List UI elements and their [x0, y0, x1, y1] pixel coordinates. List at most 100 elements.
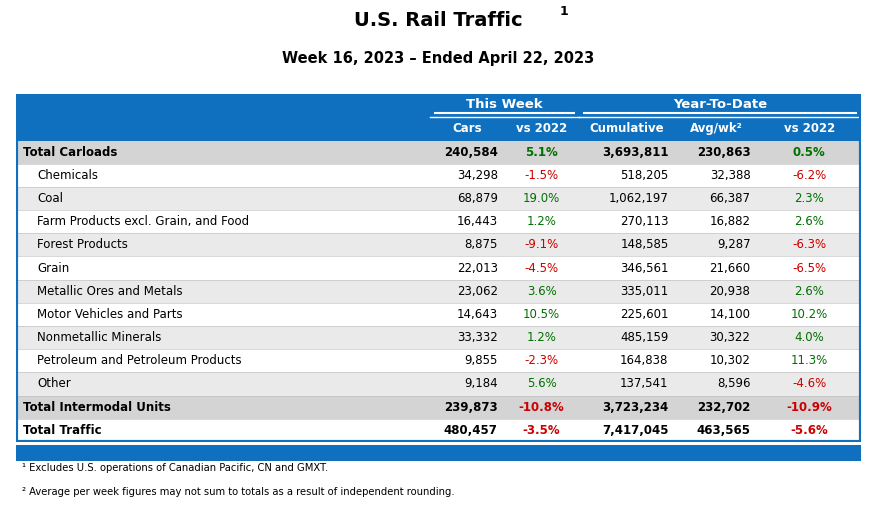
- Text: 34,298: 34,298: [457, 169, 497, 182]
- Text: Other: Other: [37, 378, 71, 391]
- Bar: [16, 303, 861, 326]
- Text: 518,205: 518,205: [620, 169, 668, 182]
- Text: Motor Vehicles and Parts: Motor Vehicles and Parts: [37, 308, 182, 321]
- Text: Nonmetallic Minerals: Nonmetallic Minerals: [37, 331, 161, 344]
- Text: 4.0%: 4.0%: [795, 331, 824, 344]
- Text: Year-To-Date: Year-To-Date: [673, 98, 767, 111]
- Text: 21,660: 21,660: [709, 262, 751, 275]
- Text: ¹ Excludes U.S. operations of Canadian Pacific, CN and GMXT.: ¹ Excludes U.S. operations of Canadian P…: [22, 463, 328, 473]
- Text: Coal: Coal: [37, 192, 63, 205]
- Text: 16,882: 16,882: [709, 215, 751, 228]
- Text: -3.5%: -3.5%: [523, 424, 560, 437]
- Text: 11.3%: 11.3%: [790, 354, 828, 367]
- Text: 9,855: 9,855: [464, 354, 497, 367]
- Text: Total Carloads: Total Carloads: [23, 145, 117, 158]
- Text: 335,011: 335,011: [620, 285, 668, 298]
- Text: 1.2%: 1.2%: [527, 215, 557, 228]
- Text: Total Traffic: Total Traffic: [23, 424, 101, 437]
- Text: 32,388: 32,388: [709, 169, 751, 182]
- Text: Week 16, 2023 – Ended April 22, 2023: Week 16, 2023 – Ended April 22, 2023: [282, 51, 595, 66]
- Text: 7,417,045: 7,417,045: [602, 424, 668, 437]
- Text: -4.5%: -4.5%: [524, 262, 559, 275]
- Text: Forest Products: Forest Products: [37, 238, 128, 252]
- Text: 232,702: 232,702: [697, 401, 751, 414]
- Text: 66,387: 66,387: [709, 192, 751, 205]
- Bar: [16, 141, 861, 164]
- Text: 23,062: 23,062: [457, 285, 497, 298]
- Text: 2.6%: 2.6%: [795, 215, 824, 228]
- Text: -6.5%: -6.5%: [792, 262, 826, 275]
- Text: 30,322: 30,322: [709, 331, 751, 344]
- Bar: [16, 117, 861, 141]
- Text: 3,723,234: 3,723,234: [602, 401, 668, 414]
- Bar: [16, 372, 861, 395]
- Text: -4.6%: -4.6%: [792, 378, 826, 391]
- Text: -9.1%: -9.1%: [524, 238, 559, 252]
- Text: 10.5%: 10.5%: [523, 308, 560, 321]
- Text: This Week: This Week: [467, 98, 543, 111]
- Text: U.S. Rail Traffic: U.S. Rail Traffic: [354, 11, 523, 30]
- Text: -1.5%: -1.5%: [524, 169, 559, 182]
- Text: -6.3%: -6.3%: [792, 238, 826, 252]
- Text: 270,113: 270,113: [620, 215, 668, 228]
- Text: Farm Products excl. Grain, and Food: Farm Products excl. Grain, and Food: [37, 215, 249, 228]
- Text: 230,863: 230,863: [697, 145, 751, 158]
- Text: Cars: Cars: [453, 122, 482, 135]
- Text: -6.2%: -6.2%: [792, 169, 826, 182]
- Text: 3.6%: 3.6%: [527, 285, 557, 298]
- Text: 9,184: 9,184: [464, 378, 497, 391]
- Text: 485,159: 485,159: [620, 331, 668, 344]
- Text: vs 2022: vs 2022: [783, 122, 835, 135]
- Text: 1.2%: 1.2%: [527, 331, 557, 344]
- Text: 225,601: 225,601: [620, 308, 668, 321]
- Text: 8,596: 8,596: [717, 378, 751, 391]
- Text: Grain: Grain: [37, 262, 69, 275]
- Text: 16,443: 16,443: [457, 215, 497, 228]
- Text: 9,287: 9,287: [717, 238, 751, 252]
- Text: vs 2022: vs 2022: [516, 122, 567, 135]
- Text: 239,873: 239,873: [444, 401, 497, 414]
- Bar: [16, 395, 861, 419]
- Text: ² Average per week figures may not sum to totals as a result of independent roun: ² Average per week figures may not sum t…: [22, 487, 454, 497]
- Text: 33,332: 33,332: [457, 331, 497, 344]
- Text: 2.6%: 2.6%: [795, 285, 824, 298]
- Text: 164,838: 164,838: [620, 354, 668, 367]
- Text: 0.5%: 0.5%: [793, 145, 825, 158]
- Text: 10,302: 10,302: [709, 354, 751, 367]
- Bar: [16, 210, 861, 233]
- Text: 1: 1: [560, 5, 568, 18]
- Text: 22,013: 22,013: [457, 262, 497, 275]
- Bar: [16, 94, 861, 117]
- Text: 148,585: 148,585: [620, 238, 668, 252]
- Text: Total Intermodal Units: Total Intermodal Units: [23, 401, 170, 414]
- Bar: [16, 349, 861, 372]
- Bar: [16, 419, 861, 442]
- Text: 137,541: 137,541: [620, 378, 668, 391]
- Bar: [16, 233, 861, 256]
- Text: 14,100: 14,100: [709, 308, 751, 321]
- Bar: [16, 164, 861, 187]
- Text: 3,693,811: 3,693,811: [602, 145, 668, 158]
- Text: 5.1%: 5.1%: [525, 145, 558, 158]
- Text: Chemicals: Chemicals: [37, 169, 98, 182]
- Text: Avg/wk²: Avg/wk²: [690, 122, 743, 135]
- Bar: [16, 280, 861, 303]
- Text: 20,938: 20,938: [709, 285, 751, 298]
- Bar: [16, 256, 861, 280]
- Text: 1,062,197: 1,062,197: [609, 192, 668, 205]
- Text: 68,879: 68,879: [457, 192, 497, 205]
- Bar: [16, 187, 861, 210]
- Text: 463,565: 463,565: [696, 424, 751, 437]
- Text: 346,561: 346,561: [620, 262, 668, 275]
- Text: Petroleum and Petroleum Products: Petroleum and Petroleum Products: [37, 354, 241, 367]
- Text: 19.0%: 19.0%: [523, 192, 560, 205]
- Text: 14,643: 14,643: [457, 308, 497, 321]
- Text: -10.9%: -10.9%: [787, 401, 832, 414]
- Text: 480,457: 480,457: [444, 424, 497, 437]
- Text: 240,584: 240,584: [444, 145, 497, 158]
- Text: -5.6%: -5.6%: [790, 424, 828, 437]
- Text: 2.3%: 2.3%: [795, 192, 824, 205]
- Text: -10.8%: -10.8%: [519, 401, 565, 414]
- Text: Cumulative: Cumulative: [589, 122, 665, 135]
- Text: Metallic Ores and Metals: Metallic Ores and Metals: [37, 285, 182, 298]
